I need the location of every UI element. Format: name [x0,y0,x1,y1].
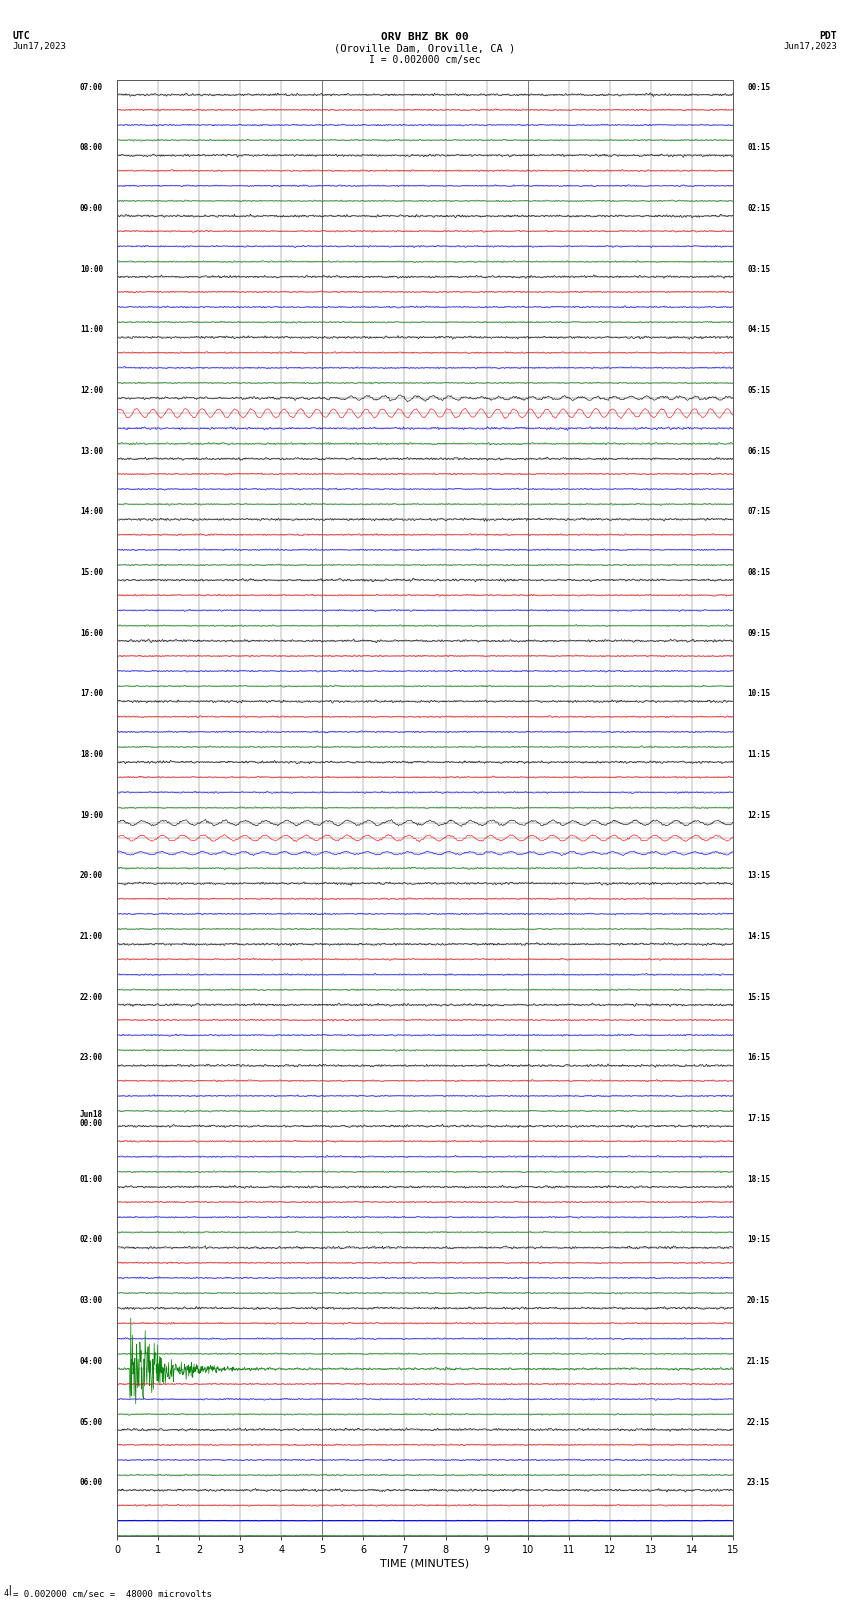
Text: 07:00: 07:00 [80,82,103,92]
Text: 18:15: 18:15 [747,1174,770,1184]
Text: 12:00: 12:00 [80,386,103,395]
Text: 19:00: 19:00 [80,811,103,819]
Text: 04:15: 04:15 [747,326,770,334]
Text: 05:15: 05:15 [747,386,770,395]
Text: 15:00: 15:00 [80,568,103,577]
Text: I = 0.002000 cm/sec: I = 0.002000 cm/sec [369,55,481,65]
Text: 22:00: 22:00 [80,992,103,1002]
Text: 13:00: 13:00 [80,447,103,455]
Text: 11:15: 11:15 [747,750,770,760]
Text: 03:00: 03:00 [80,1297,103,1305]
Text: 15:15: 15:15 [747,992,770,1002]
Text: 07:15: 07:15 [747,508,770,516]
X-axis label: TIME (MINUTES): TIME (MINUTES) [381,1560,469,1569]
Text: 02:15: 02:15 [747,203,770,213]
Text: = 0.002000 cm/sec =  48000 microvolts: = 0.002000 cm/sec = 48000 microvolts [13,1589,212,1598]
Text: 11:00: 11:00 [80,326,103,334]
Text: 20:15: 20:15 [747,1297,770,1305]
Text: PDT: PDT [819,31,837,40]
Text: 21:15: 21:15 [747,1357,770,1366]
Text: Jun18: Jun18 [80,1110,103,1118]
Text: 19:15: 19:15 [747,1236,770,1245]
Text: 21:00: 21:00 [80,932,103,940]
Text: Jun17,2023: Jun17,2023 [784,42,837,52]
Text: 01:00: 01:00 [80,1174,103,1184]
Text: 09:15: 09:15 [747,629,770,637]
Text: 09:00: 09:00 [80,203,103,213]
Text: UTC: UTC [13,31,31,40]
Text: 12:15: 12:15 [747,811,770,819]
Text: 06:15: 06:15 [747,447,770,455]
Text: 20:00: 20:00 [80,871,103,881]
Text: 00:00: 00:00 [80,1119,103,1127]
Text: 04:00: 04:00 [80,1357,103,1366]
Text: 08:15: 08:15 [747,568,770,577]
Text: 05:00: 05:00 [80,1418,103,1426]
Text: 17:15: 17:15 [747,1115,770,1123]
Text: ORV BHZ BK 00: ORV BHZ BK 00 [381,32,469,42]
Text: 10:15: 10:15 [747,689,770,698]
Text: 01:15: 01:15 [747,144,770,152]
Text: 16:15: 16:15 [747,1053,770,1063]
Text: 03:15: 03:15 [747,265,770,274]
Text: 02:00: 02:00 [80,1236,103,1245]
Text: 14:00: 14:00 [80,508,103,516]
Text: 18:00: 18:00 [80,750,103,760]
Text: (Oroville Dam, Oroville, CA ): (Oroville Dam, Oroville, CA ) [334,44,516,53]
Text: 23:00: 23:00 [80,1053,103,1063]
Text: 23:15: 23:15 [747,1478,770,1487]
Text: 16:00: 16:00 [80,629,103,637]
Text: 14:15: 14:15 [747,932,770,940]
Text: 06:00: 06:00 [80,1478,103,1487]
Text: 13:15: 13:15 [747,871,770,881]
Text: 17:00: 17:00 [80,689,103,698]
Text: |: | [6,1584,13,1595]
Text: 00:15: 00:15 [747,82,770,92]
Text: Jun17,2023: Jun17,2023 [13,42,66,52]
Text: 10:00: 10:00 [80,265,103,274]
Text: 08:00: 08:00 [80,144,103,152]
Text: 4: 4 [3,1589,8,1598]
Text: 22:15: 22:15 [747,1418,770,1426]
